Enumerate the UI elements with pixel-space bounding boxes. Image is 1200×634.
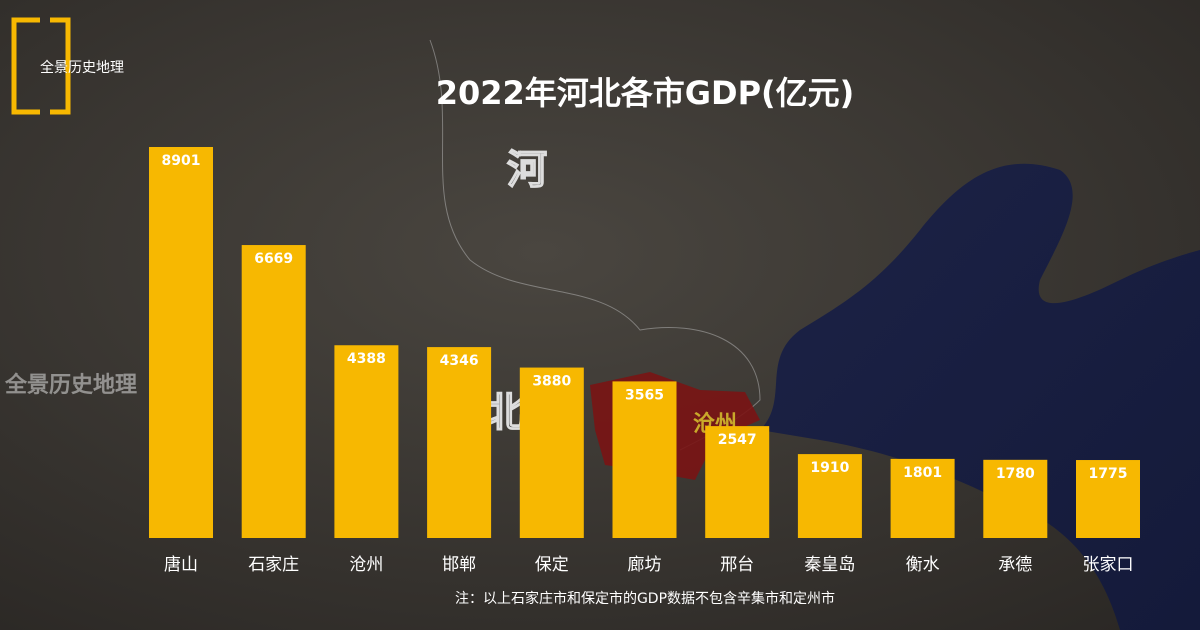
value-label: 3880: [532, 374, 571, 390]
footnote: 注：以上石家庄市和保定市的GDP数据不包含辛集市和定州市: [455, 590, 835, 607]
bar: [519, 367, 584, 538]
value-label: 1780: [996, 466, 1035, 482]
bar: [241, 245, 306, 538]
x-tick-label: 衡水: [906, 555, 940, 575]
bar: [797, 454, 862, 538]
bar: [612, 381, 677, 538]
bar: [983, 459, 1048, 538]
x-tick-label: 沧州: [349, 555, 383, 575]
bar: [334, 345, 399, 538]
x-tick-label: 承德: [998, 555, 1032, 575]
x-tick-label: 石家庄: [248, 555, 299, 575]
value-label: 8901: [162, 153, 201, 169]
x-tick-label: 唐山: [164, 554, 198, 575]
logo-text: 全景历史地理: [40, 59, 124, 76]
value-label: 3565: [625, 387, 664, 403]
value-label: 4346: [440, 353, 479, 369]
x-tick-label: 张家口: [1083, 555, 1134, 575]
map-label: 河: [507, 147, 547, 193]
bar: [427, 347, 492, 538]
value-label: 1775: [1089, 466, 1128, 482]
border-line: [429, 39, 761, 451]
bar: [1076, 460, 1140, 538]
value-label: 6669: [254, 251, 293, 267]
x-tick-label: 邢台: [720, 555, 754, 575]
value-label: 4388: [347, 351, 386, 367]
chart-title: 2022年河北各市GDP(亿元): [436, 74, 855, 112]
watermark: 全景历史地理: [4, 372, 137, 398]
bar: [890, 458, 955, 538]
x-tick-label: 廊坊: [628, 555, 662, 575]
x-tick-label: 秦皇岛: [804, 555, 855, 575]
x-tick-label: 邯郸: [442, 555, 476, 575]
value-label: 2547: [718, 432, 757, 448]
bar: [705, 426, 770, 538]
x-tick-label: 保定: [535, 555, 569, 575]
bar: [149, 147, 213, 538]
value-label: 1910: [810, 460, 849, 476]
logo-frame: [11, 17, 71, 115]
map-label: 北: [485, 390, 525, 436]
value-label: 1801: [903, 465, 942, 481]
